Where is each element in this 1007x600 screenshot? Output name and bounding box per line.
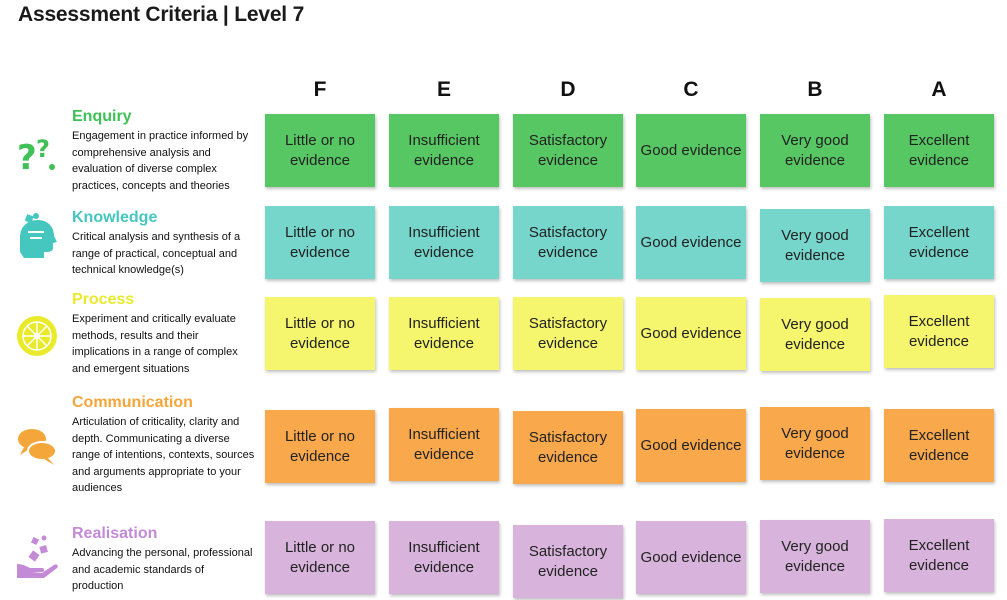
criterion-title-communication: Communication	[72, 394, 193, 411]
cell-knowledge-c: Good evidence	[636, 206, 746, 279]
wheel-icon	[14, 313, 60, 359]
criterion-description-enquiry: Engagement in practice informed by compr…	[72, 130, 249, 192]
criterion-title-realisation: Realisation	[72, 525, 158, 542]
grade-header-a: A	[931, 78, 947, 101]
criterion-title-process: Process	[72, 291, 135, 308]
cell-enquiry-c: Good evidence	[636, 114, 746, 187]
cell-knowledge-d: Satisfactory evidence	[513, 206, 623, 279]
cell-communication-e: Insufficient evidence	[389, 408, 499, 481]
cell-enquiry-d: Satisfactory evidence	[513, 114, 623, 187]
cell-knowledge-a: Excellent evidence	[884, 206, 994, 279]
cell-process-b: Very good evidence	[760, 298, 870, 371]
criterion-description-knowledge: Critical analysis and synthesis of a ran…	[72, 231, 241, 276]
cell-knowledge-e: Insufficient evidence	[389, 206, 499, 279]
criterion-title-knowledge: Knowledge	[72, 209, 158, 226]
cell-knowledge-b: Very good evidence	[760, 209, 870, 282]
cell-communication-c: Good evidence	[636, 409, 746, 482]
cell-realisation-e: Insufficient evidence	[389, 521, 499, 594]
head-icon	[14, 212, 60, 258]
cell-enquiry-a: Excellent evidence	[884, 114, 994, 187]
criterion-description-communication: Articulation of criticality, clarity and…	[72, 416, 255, 494]
hand-icon	[14, 534, 60, 580]
cell-process-d: Satisfactory evidence	[513, 297, 623, 370]
cell-communication-b: Very good evidence	[760, 407, 870, 480]
grade-header-c: C	[683, 78, 699, 101]
cell-knowledge-f: Little or no evidence	[265, 206, 375, 279]
cell-realisation-d: Satisfactory evidence	[513, 525, 623, 598]
cell-communication-d: Satisfactory evidence	[513, 411, 623, 484]
cell-enquiry-f: Little or no evidence	[265, 114, 375, 187]
grade-header-b: B	[807, 78, 823, 101]
speech-bubbles-icon	[14, 423, 60, 469]
cell-enquiry-e: Insufficient evidence	[389, 114, 499, 187]
question-marks-icon: ? ?	[14, 129, 60, 178]
cell-realisation-f: Little or no evidence	[265, 521, 375, 594]
criterion-title-enquiry: Enquiry	[72, 108, 132, 125]
cell-realisation-b: Very good evidence	[760, 520, 870, 593]
cell-process-e: Insufficient evidence	[389, 297, 499, 370]
grade-header-d: D	[560, 78, 576, 101]
cell-enquiry-b: Very good evidence	[760, 114, 870, 187]
cell-process-f: Little or no evidence	[265, 297, 375, 370]
grade-header-e: E	[436, 78, 451, 101]
cell-process-a: Excellent evidence	[884, 295, 994, 368]
cell-realisation-c: Good evidence	[636, 521, 746, 594]
cell-process-c: Good evidence	[636, 297, 746, 370]
criterion-description-process: Experiment and critically evaluate metho…	[72, 313, 238, 375]
cell-realisation-a: Excellent evidence	[884, 519, 994, 592]
cell-communication-a: Excellent evidence	[884, 409, 994, 482]
criterion-description-realisation: Advancing the personal, professional and…	[72, 547, 253, 592]
cell-communication-f: Little or no evidence	[265, 410, 375, 483]
svg-text:?: ?	[36, 135, 50, 163]
grade-header-f: F	[313, 78, 327, 101]
page-title: Assessment Criteria | Level 7	[18, 3, 305, 26]
svg-text:?: ?	[17, 138, 37, 175]
